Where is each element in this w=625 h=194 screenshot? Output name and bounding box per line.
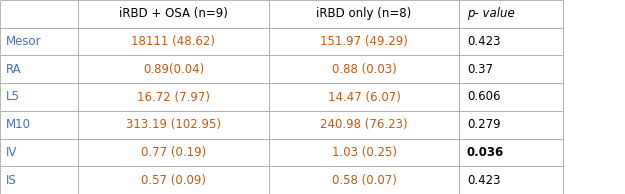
Bar [0, 111, 78, 139]
Bar [78, 83, 269, 111]
Text: 0.57 (0.09): 0.57 (0.09) [141, 174, 206, 187]
Text: 0.77 (0.19): 0.77 (0.19) [141, 146, 206, 159]
Bar [0, 55, 78, 83]
Bar [78, 55, 269, 83]
Text: iRBD + OSA (n=9): iRBD + OSA (n=9) [119, 7, 228, 20]
Text: 1.03 (0.25): 1.03 (0.25) [331, 146, 397, 159]
Bar [459, 28, 562, 55]
Text: 0.036: 0.036 [467, 146, 504, 159]
Bar [269, 83, 459, 111]
Bar [269, 55, 459, 83]
Text: 313.19 (102.95): 313.19 (102.95) [126, 118, 221, 131]
Bar [78, 139, 269, 166]
Bar [78, 0, 269, 28]
Bar [0, 166, 78, 194]
Bar [269, 139, 459, 166]
Bar [0, 0, 78, 28]
Bar [269, 0, 459, 28]
Text: Mesor: Mesor [6, 35, 42, 48]
Text: 0.279: 0.279 [467, 118, 501, 131]
Text: iRBD only (n=8): iRBD only (n=8) [316, 7, 412, 20]
Text: IS: IS [6, 174, 17, 187]
Text: 0.606: 0.606 [467, 90, 501, 104]
Text: 151.97 (49.29): 151.97 (49.29) [320, 35, 408, 48]
Bar [459, 166, 562, 194]
Bar [269, 111, 459, 139]
Bar [459, 139, 562, 166]
Text: 0.37: 0.37 [467, 63, 493, 76]
Bar [78, 28, 269, 55]
Text: 0.423: 0.423 [467, 174, 501, 187]
Bar [459, 83, 562, 111]
Text: p- value: p- value [467, 7, 514, 20]
Text: 0.423: 0.423 [467, 35, 501, 48]
Bar [459, 0, 562, 28]
Text: 18111 (48.62): 18111 (48.62) [131, 35, 216, 48]
Bar [459, 111, 562, 139]
Bar [78, 166, 269, 194]
Bar [269, 28, 459, 55]
Bar [0, 139, 78, 166]
Text: 14.47 (6.07): 14.47 (6.07) [328, 90, 401, 104]
Bar [459, 55, 562, 83]
Bar [0, 83, 78, 111]
Text: 0.58 (0.07): 0.58 (0.07) [332, 174, 396, 187]
Text: RA: RA [6, 63, 22, 76]
Bar [78, 111, 269, 139]
Text: M10: M10 [6, 118, 31, 131]
Bar [269, 166, 459, 194]
Text: L5: L5 [6, 90, 20, 104]
Bar [0, 28, 78, 55]
Text: 0.88 (0.03): 0.88 (0.03) [332, 63, 396, 76]
Text: IV: IV [6, 146, 18, 159]
Text: 240.98 (76.23): 240.98 (76.23) [320, 118, 408, 131]
Text: 16.72 (7.97): 16.72 (7.97) [137, 90, 210, 104]
Text: 0.89(0.04): 0.89(0.04) [142, 63, 204, 76]
